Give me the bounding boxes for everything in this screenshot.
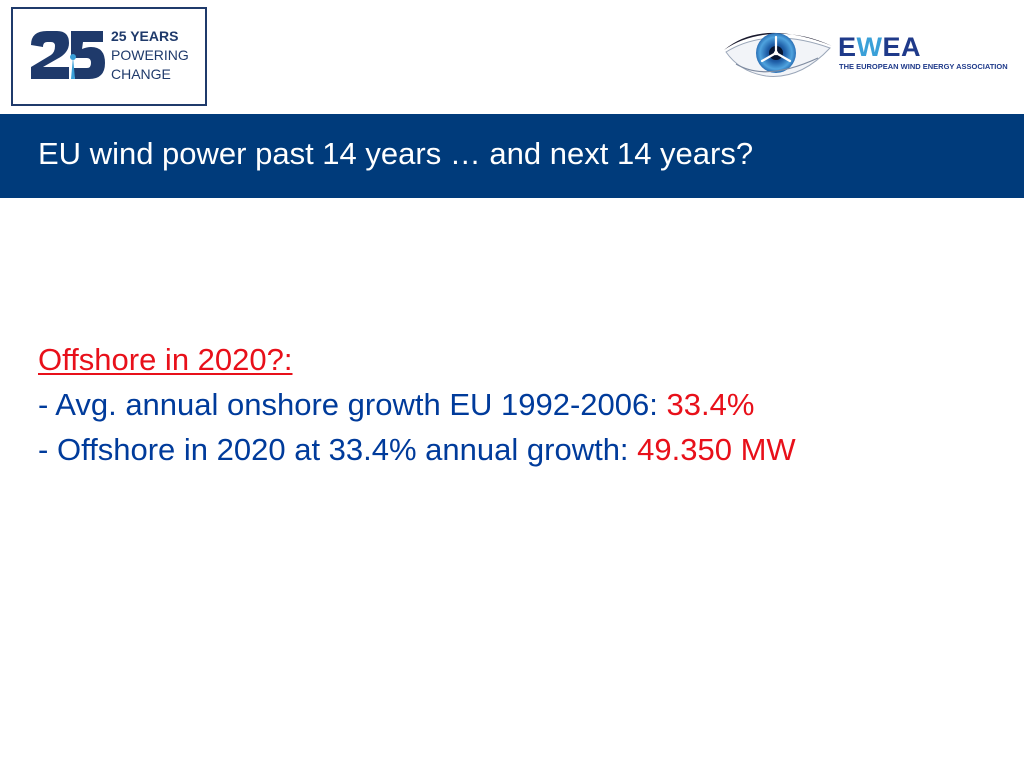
bullet-text: Offshore in 2020 at 33.4% annual growth: — [56, 432, 638, 467]
bullet-dash: - — [38, 387, 49, 422]
bullet-value: 33.4% — [666, 387, 755, 422]
ewea-letter-e: E — [838, 32, 857, 62]
ewea-subtitle: THE EUROPEAN WIND ENERGY ASSOCIATION — [839, 62, 1008, 71]
bullet-offshore-2020: - Offshore in 2020 at 33.4% annual growt… — [38, 427, 796, 472]
ewea-wordmark: EWEA — [838, 32, 921, 63]
anniversary-logo: 25 YEARS POWERING CHANGE — [11, 7, 207, 106]
title-bar: EU wind power past 14 years … and next 1… — [0, 114, 1024, 198]
ewea-letter-w: W — [856, 32, 883, 62]
anniversary-line-3: CHANGE — [111, 66, 171, 82]
ewea-letters-ea: EA — [882, 32, 922, 62]
slide-body: Offshore in 2020?: - Avg. annual onshore… — [38, 337, 796, 472]
anniversary-line-2: POWERING — [111, 47, 189, 63]
eye-icon — [724, 32, 832, 77]
anniversary-text: 25 YEARS POWERING CHANGE — [111, 27, 189, 84]
anniversary-line-1: 25 YEARS — [111, 28, 179, 44]
offshore-heading: Offshore in 2020?: — [38, 342, 293, 377]
bullet-value: 49.350 MW — [637, 432, 796, 467]
bullet-dash: - — [38, 432, 49, 467]
ewea-logo: EWEA THE EUROPEAN WIND ENERGY ASSOCIATIO… — [722, 24, 1008, 82]
anniversary-25-mark — [31, 31, 105, 79]
bullet-text: Avg. annual onshore growth EU 1992-2006: — [55, 387, 667, 422]
slide-title: EU wind power past 14 years … and next 1… — [38, 136, 754, 171]
bullet-onshore-growth: - Avg. annual onshore growth EU 1992-200… — [38, 382, 796, 427]
offshore-heading-line: Offshore in 2020?: — [38, 337, 796, 382]
